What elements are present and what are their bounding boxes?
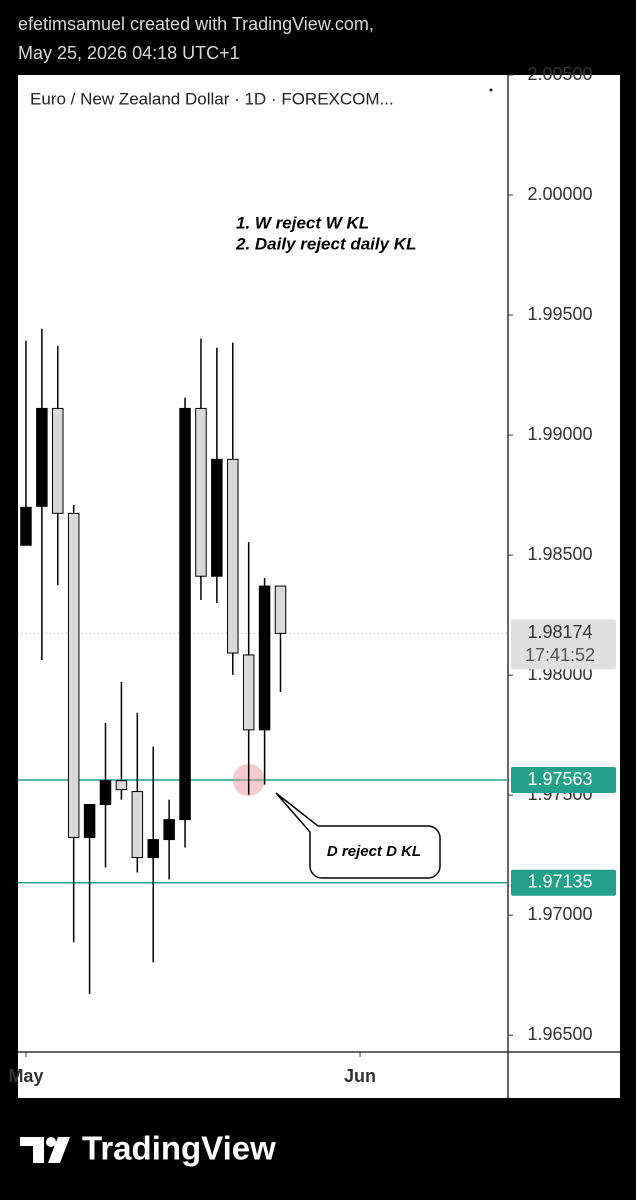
level-label-bg	[511, 767, 616, 794]
candle-body	[274, 585, 287, 634]
candle-body	[115, 780, 128, 791]
candle-body	[242, 654, 255, 731]
last-price-bg	[511, 619, 616, 670]
title-bg	[20, 82, 500, 118]
level-label-bg	[511, 869, 616, 896]
candle-body	[258, 585, 271, 731]
chart-title: Euro / New Zealand Dollar · 1D · FOREXCO…	[30, 89, 394, 108]
header-text: efetimsamuel created with TradingView.co…	[18, 14, 374, 34]
last-price-label: 1.98174	[527, 622, 592, 642]
y-tick-label: 2.00500	[527, 64, 592, 84]
menu-dot	[489, 88, 493, 92]
header-text: May 25, 2026 04:18 UTC+1	[18, 43, 240, 63]
candle-body	[52, 407, 64, 514]
candle-body	[195, 407, 207, 577]
candle-body	[131, 791, 144, 859]
level-label: 1.97563	[527, 769, 592, 789]
x-tick-label: Jun	[344, 1066, 376, 1086]
candle-body	[147, 839, 159, 859]
annotation: 2. Daily reject daily KL	[235, 234, 416, 253]
logo: TradingView	[20, 1130, 276, 1167]
candle-body	[211, 458, 223, 577]
candle-body	[179, 407, 191, 821]
x-tick-label: May	[8, 1066, 43, 1086]
y-tick-label: 1.96500	[527, 1024, 592, 1044]
chart-panel	[18, 75, 620, 1098]
brand: TradingView	[82, 1130, 276, 1167]
candle-body	[67, 512, 80, 838]
y-tick-label: 1.99500	[527, 304, 592, 324]
candle-body	[99, 780, 112, 806]
candle-body	[163, 819, 175, 841]
y-tick-label: 1.99000	[527, 424, 592, 444]
y-tick-label: 1.97000	[527, 904, 592, 924]
y-tick-label: 2.00000	[527, 184, 592, 204]
candle-body	[36, 407, 48, 507]
y-tick-label: 1.98500	[527, 544, 592, 564]
candle-body	[83, 804, 96, 838]
plot	[18, 328, 508, 995]
countdown-label: 17:41:52	[525, 645, 595, 665]
level-label: 1.97135	[527, 872, 592, 892]
candle-body	[227, 458, 239, 654]
annotation: D reject D KL	[327, 843, 421, 860]
annotation: 1. W reject W KL	[236, 213, 369, 232]
callout	[275, 792, 441, 879]
candle-body	[20, 506, 32, 546]
